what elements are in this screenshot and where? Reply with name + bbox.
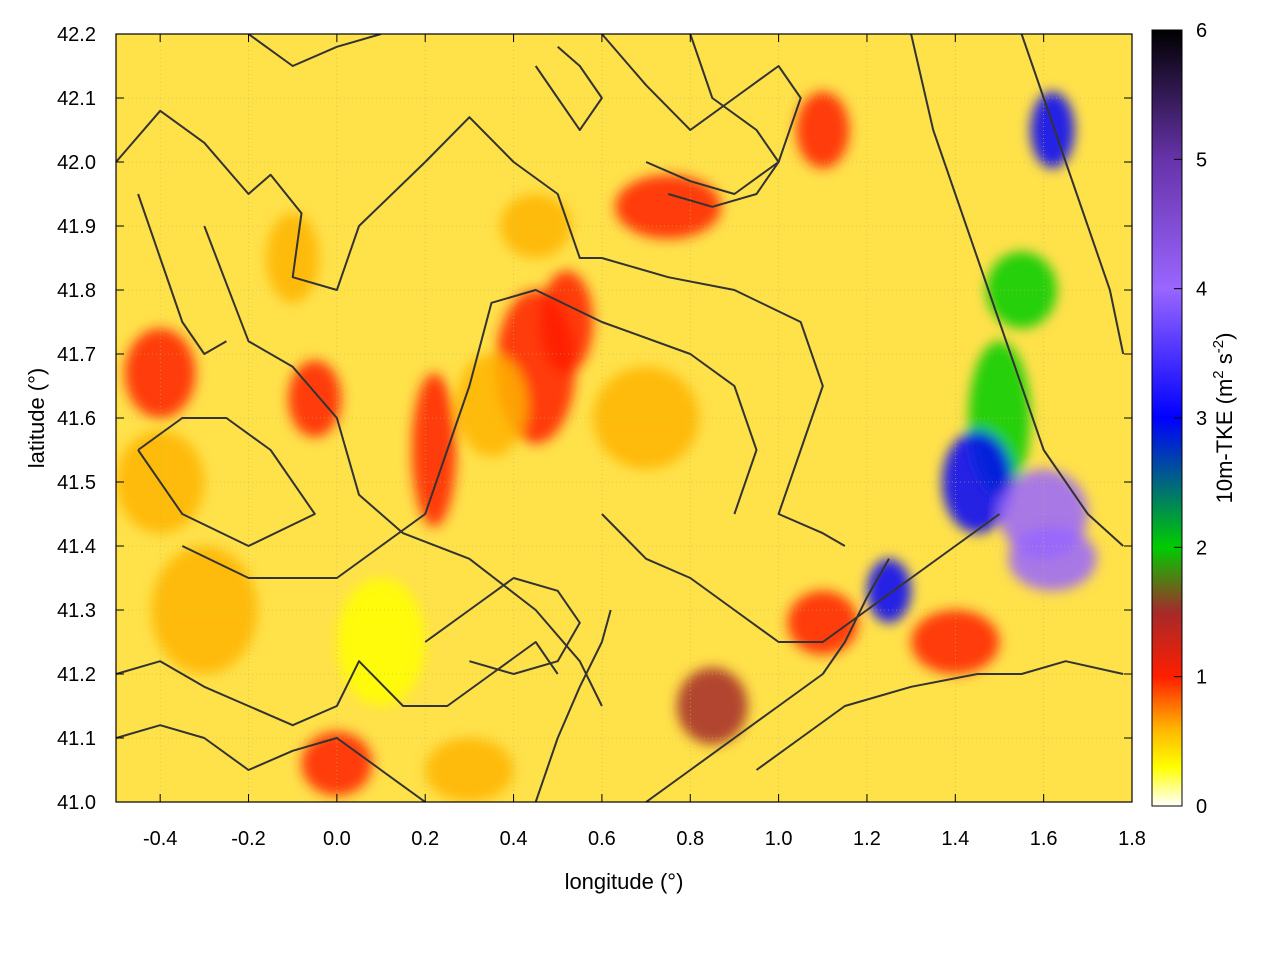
y-tick-label: 41.8	[57, 280, 96, 302]
y-axis-title: latitude (°)	[24, 368, 49, 469]
x-tick-label: 1.2	[853, 828, 881, 850]
x-tick-label: 1.6	[1030, 828, 1058, 850]
colorbar-tick-label: 2	[1196, 537, 1207, 559]
x-tick-label: 0.6	[588, 828, 616, 850]
contour-line	[116, 641, 559, 727]
tke-patch	[411, 373, 457, 527]
contour-line	[755, 660, 1124, 771]
colorbar-label-part: 10m-TKE (m	[1212, 379, 1237, 504]
contour-line	[645, 558, 890, 802]
tke-patch	[425, 738, 514, 802]
tke-patch	[336, 578, 426, 706]
x-tick-label: 1.0	[765, 828, 793, 850]
colorbar-label-exponent: -2	[1210, 340, 1227, 353]
terrain-contours	[116, 34, 1125, 802]
contour-line	[137, 417, 316, 547]
y-tick-label: 41.5	[57, 472, 96, 494]
tke-patch	[1030, 91, 1075, 169]
contour-line	[910, 34, 1124, 547]
x-tick-label: -0.4	[143, 828, 177, 850]
contour-line	[534, 46, 603, 131]
x-tick-label: 0.0	[323, 828, 351, 850]
y-tick-label: 41.9	[57, 216, 96, 238]
contour-line	[116, 724, 426, 802]
tke-patch	[866, 558, 912, 623]
contour-line	[1020, 34, 1125, 355]
tke-patch	[1008, 526, 1097, 591]
x-axis-ticks: -0.4 -0.2 0.0 0.2 0.4 0.6 0.8 1.0 1.2 1.4 1.6 1.8	[143, 34, 1146, 850]
tke-patch	[796, 91, 850, 169]
x-axis-title: longitude (°)	[565, 869, 684, 894]
tke-patch	[124, 328, 196, 419]
colorbar-label-exponent: 2	[1210, 370, 1227, 378]
tke-patch	[593, 366, 700, 470]
y-tick-label: 41.7	[57, 344, 96, 366]
y-tick-label: 41.0	[57, 792, 96, 814]
y-tick-label: 41.4	[57, 536, 96, 558]
contour-line	[601, 34, 802, 195]
contour-line	[181, 289, 758, 579]
tke-patch	[301, 731, 373, 796]
tke-patch	[615, 174, 722, 239]
contour-line	[667, 34, 780, 208]
tke-patch	[540, 270, 594, 374]
colorbar-label: 10m-TKE (m2 s-2)	[1210, 333, 1237, 504]
tke-patch	[456, 354, 527, 457]
y-tick-label: 42.0	[57, 152, 96, 174]
x-tick-label: -0.2	[231, 828, 265, 850]
y-tick-label: 41.3	[57, 600, 96, 622]
y-tick-label: 42.1	[57, 88, 96, 110]
contour-line	[601, 513, 1001, 643]
x-tick-label: 0.4	[500, 828, 528, 850]
colorbar-tick-label: 5	[1196, 149, 1207, 171]
tke-patch	[942, 430, 1013, 534]
colorbar-tick-label: 1	[1196, 667, 1207, 689]
colorbar-ticks: 0 1 2 3 4 5 6	[1174, 20, 1207, 818]
y-tick-label: 41.6	[57, 408, 96, 430]
x-tick-label: 1.8	[1118, 828, 1146, 850]
tke-patch	[266, 213, 320, 303]
y-tick-label: 42.2	[57, 24, 96, 46]
contour-line	[534, 609, 612, 802]
tke-patch	[986, 251, 1057, 329]
contour-line	[137, 193, 227, 355]
x-tick-label: 1.4	[941, 828, 969, 850]
contour-line	[247, 34, 382, 67]
tke-patch	[677, 667, 748, 745]
x-tick-label: 0.2	[411, 828, 439, 850]
plot-area	[115, 33, 1133, 803]
contour-line	[424, 577, 581, 675]
y-tick-label: 41.1	[57, 728, 96, 750]
colorbar-tick-label: 0	[1196, 796, 1207, 818]
colorbar-tick-label: 6	[1196, 20, 1207, 42]
x-tick-label: 0.8	[676, 828, 704, 850]
colorbar-tick-label: 3	[1196, 408, 1207, 430]
tke-patch	[787, 590, 859, 655]
contour-line	[116, 109, 846, 547]
tke-patch	[500, 194, 571, 258]
colorbar-tick-label: 4	[1196, 279, 1207, 301]
y-axis-ticks: 41.0 41.1 41.2 41.3 41.4 41.5 41.6 41.7 41.8 41.9…	[57, 24, 1132, 814]
contour-line	[203, 225, 603, 707]
colorbar-label-part: )	[1212, 333, 1237, 340]
colorbar-label-part: s	[1212, 353, 1237, 370]
y-tick-label: 41.2	[57, 664, 96, 686]
